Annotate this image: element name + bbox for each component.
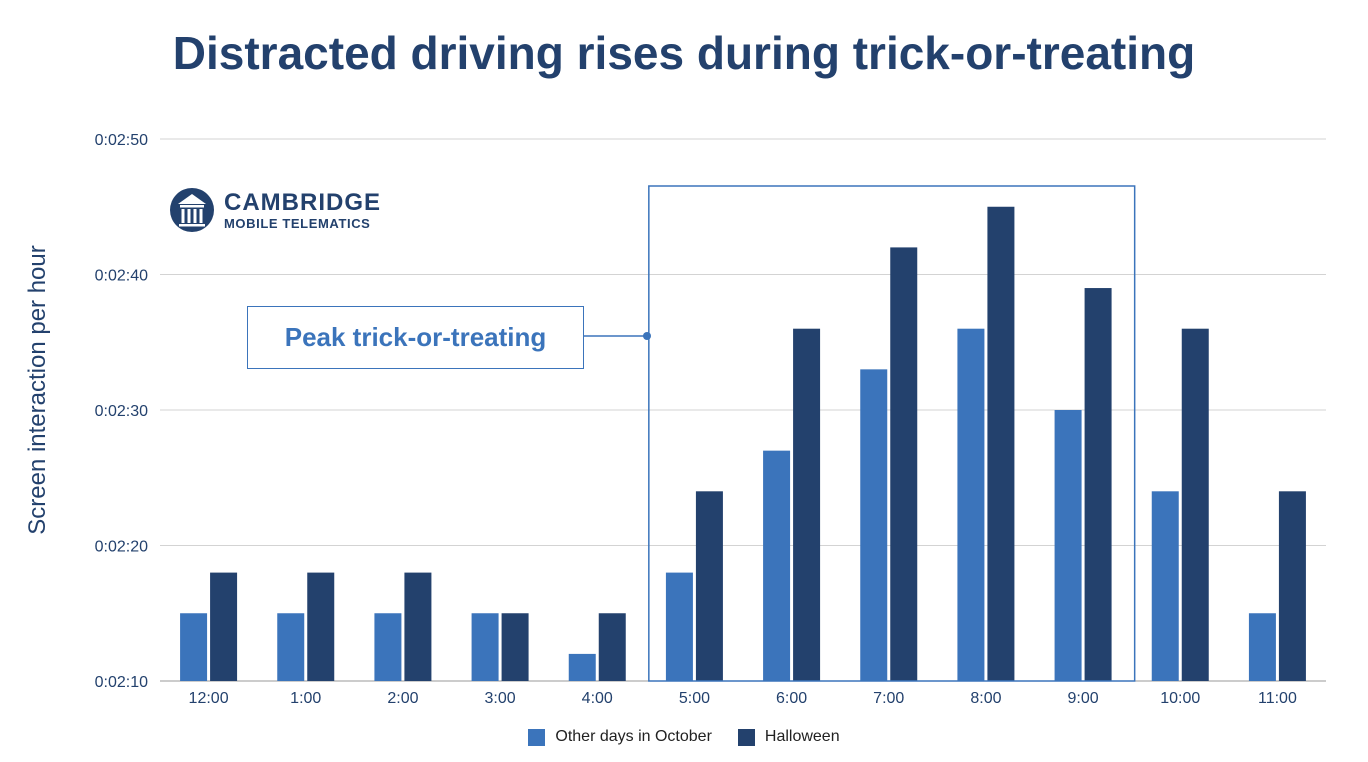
bar-other-days [1248,613,1276,681]
bar-other-days [180,613,208,681]
columns-building-icon [170,188,214,232]
x-tick-label: 10:00 [1160,690,1200,707]
logo-name: CAMBRIDGE [224,188,381,216]
bar-halloween [307,572,335,681]
legend-item-halloween: Halloween [737,728,840,746]
annotation-connector-dot [643,332,651,340]
legend-swatch-other-days [528,728,546,746]
x-tick-label: 12:00 [189,690,229,707]
bar-halloween [210,572,238,681]
peak-annotation-box: Peak trick-or-treating [247,306,584,369]
bar-halloween [987,206,1015,681]
logo-subtitle: MOBILE TELEMATICS [224,215,371,231]
bar-other-days [763,450,791,681]
bar-other-days [860,369,888,681]
y-tick-label: 0:02:50 [95,132,148,149]
chart-title: Distracted driving rises during trick-or… [172,27,1196,79]
bar-other-days [374,613,402,681]
bar-other-days [568,653,596,681]
bar-chart: 0:02:10 0:02:20 0:02:30 0:02:40 0:02:50 12:0… [95,132,1326,707]
bar-halloween [598,613,626,681]
y-tick-label: 0:02:10 [95,674,148,691]
x-tick-label: 3:00 [485,690,516,707]
y-axis-ticks: 0:02:10 0:02:20 0:02:30 0:02:40 0:02:50 [95,132,148,691]
legend-label-other-days: Other days in October [555,728,712,745]
x-tick-label: 9:00 [1068,690,1099,707]
x-tick-label: 8:00 [970,690,1001,707]
bar-other-days [277,613,305,681]
legend-swatch-halloween [737,728,755,746]
x-axis-ticks: 12:00 1:00 2:00 3:00 4:00 5:00 6:00 7:00 8:00 9:0… [189,690,1297,707]
bar-halloween [501,613,529,681]
y-tick-label: 0:02:20 [95,539,148,556]
legend-item-other-days: Other days in October [528,728,712,746]
bar-halloween [1181,328,1209,681]
x-tick-label: 6:00 [776,690,807,707]
bar-other-days [1151,491,1179,681]
bar-halloween [404,572,432,681]
peak-annotation-label: Peak trick-or-treating [284,322,547,352]
x-tick-label: 7:00 [873,690,904,707]
bar-halloween [1084,288,1112,681]
x-tick-label: 4:00 [582,690,613,707]
company-logo: CAMBRIDGE MOBILE TELEMATICS [168,184,381,236]
x-tick-label: 2:00 [387,690,418,707]
bar-halloween [695,491,723,681]
legend-label-halloween: Halloween [764,728,840,745]
bar-other-days [1054,410,1082,681]
x-tick-label: 11:00 [1258,690,1297,707]
y-tick-label: 0:02:40 [95,268,148,285]
legend: Other days in October Halloween [0,728,1368,746]
bar-other-days [957,328,985,681]
x-tick-label: 1:00 [290,690,321,707]
y-tick-label: 0:02:30 [95,403,148,420]
bar-other-days [665,572,693,681]
bar-halloween [793,328,821,681]
peak-highlight [584,185,1136,682]
bars [180,206,1306,681]
bar-other-days [471,613,499,681]
x-tick-label: 5:00 [679,690,710,707]
bar-halloween [1278,491,1306,681]
peak-highlight-box [648,185,1136,682]
bar-halloween [890,247,918,681]
